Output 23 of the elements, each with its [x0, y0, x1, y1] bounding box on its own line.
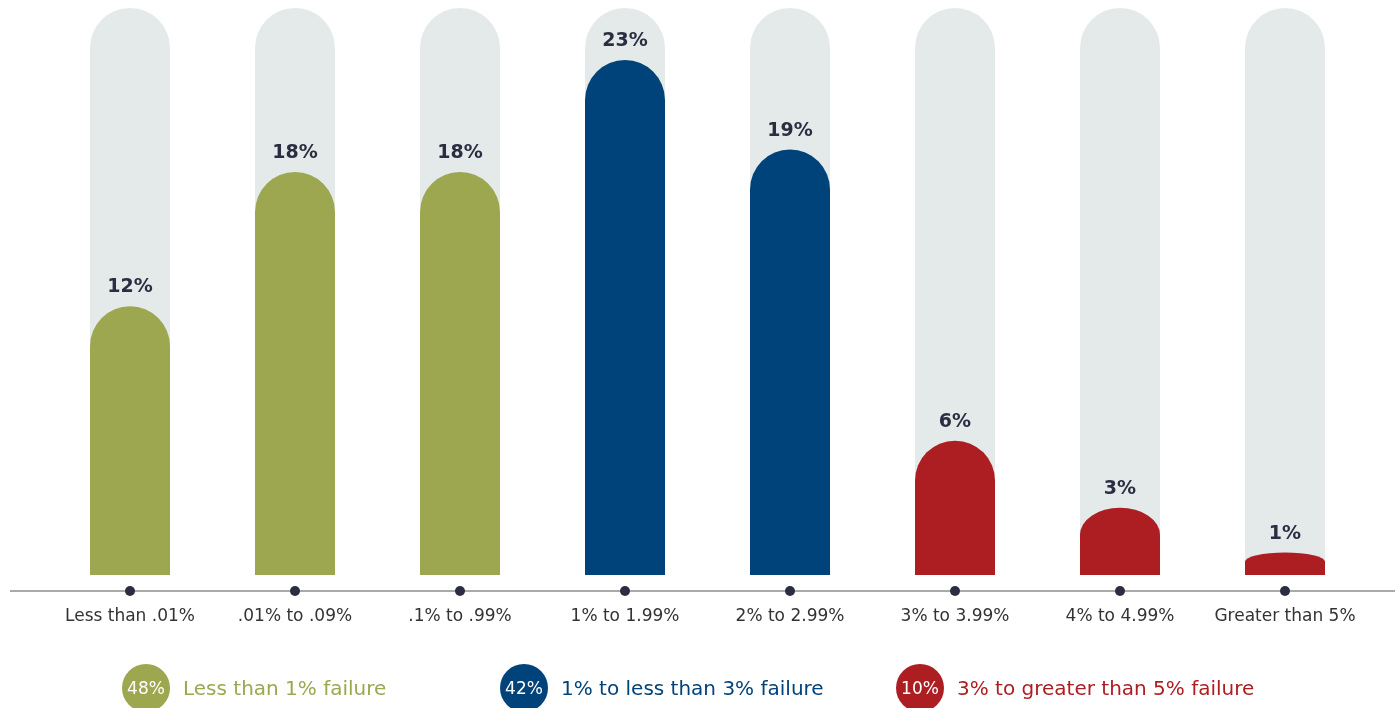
x-tick-label: 4% to 4.99%	[1065, 605, 1175, 625]
legend-label: 1% to less than 3% failure	[561, 676, 824, 700]
data-label: 6%	[938, 408, 972, 431]
data-label: 3%	[1103, 475, 1137, 498]
text: 48%	[127, 678, 165, 698]
x-tick-label: 2% to 2.99%	[735, 605, 845, 625]
data-label: 18%	[272, 139, 318, 162]
bar	[915, 440, 995, 575]
x-tick-label: 1% to 1.99%	[570, 605, 680, 625]
x-tick-label: Greater than 5%	[1214, 605, 1356, 625]
data-label: 23%	[602, 28, 648, 50]
data-label: 12%	[107, 274, 153, 297]
legend-label: Less than 1% failure	[183, 676, 387, 700]
x-tick-label: .01% to .09%	[237, 605, 353, 625]
data-label: 1%	[1268, 520, 1302, 543]
text: 42%	[505, 678, 543, 698]
text: 10%	[901, 678, 939, 698]
data-label: 18%	[437, 139, 483, 162]
legend-label: 3% to greater than 5% failure	[957, 676, 1255, 700]
x-tick-label: .1% to .99%	[408, 605, 512, 625]
x-tick-label: Less than .01%	[65, 605, 195, 625]
x-tick-label: 3% to 3.99%	[900, 605, 1010, 625]
data-label: 19%	[767, 117, 813, 140]
